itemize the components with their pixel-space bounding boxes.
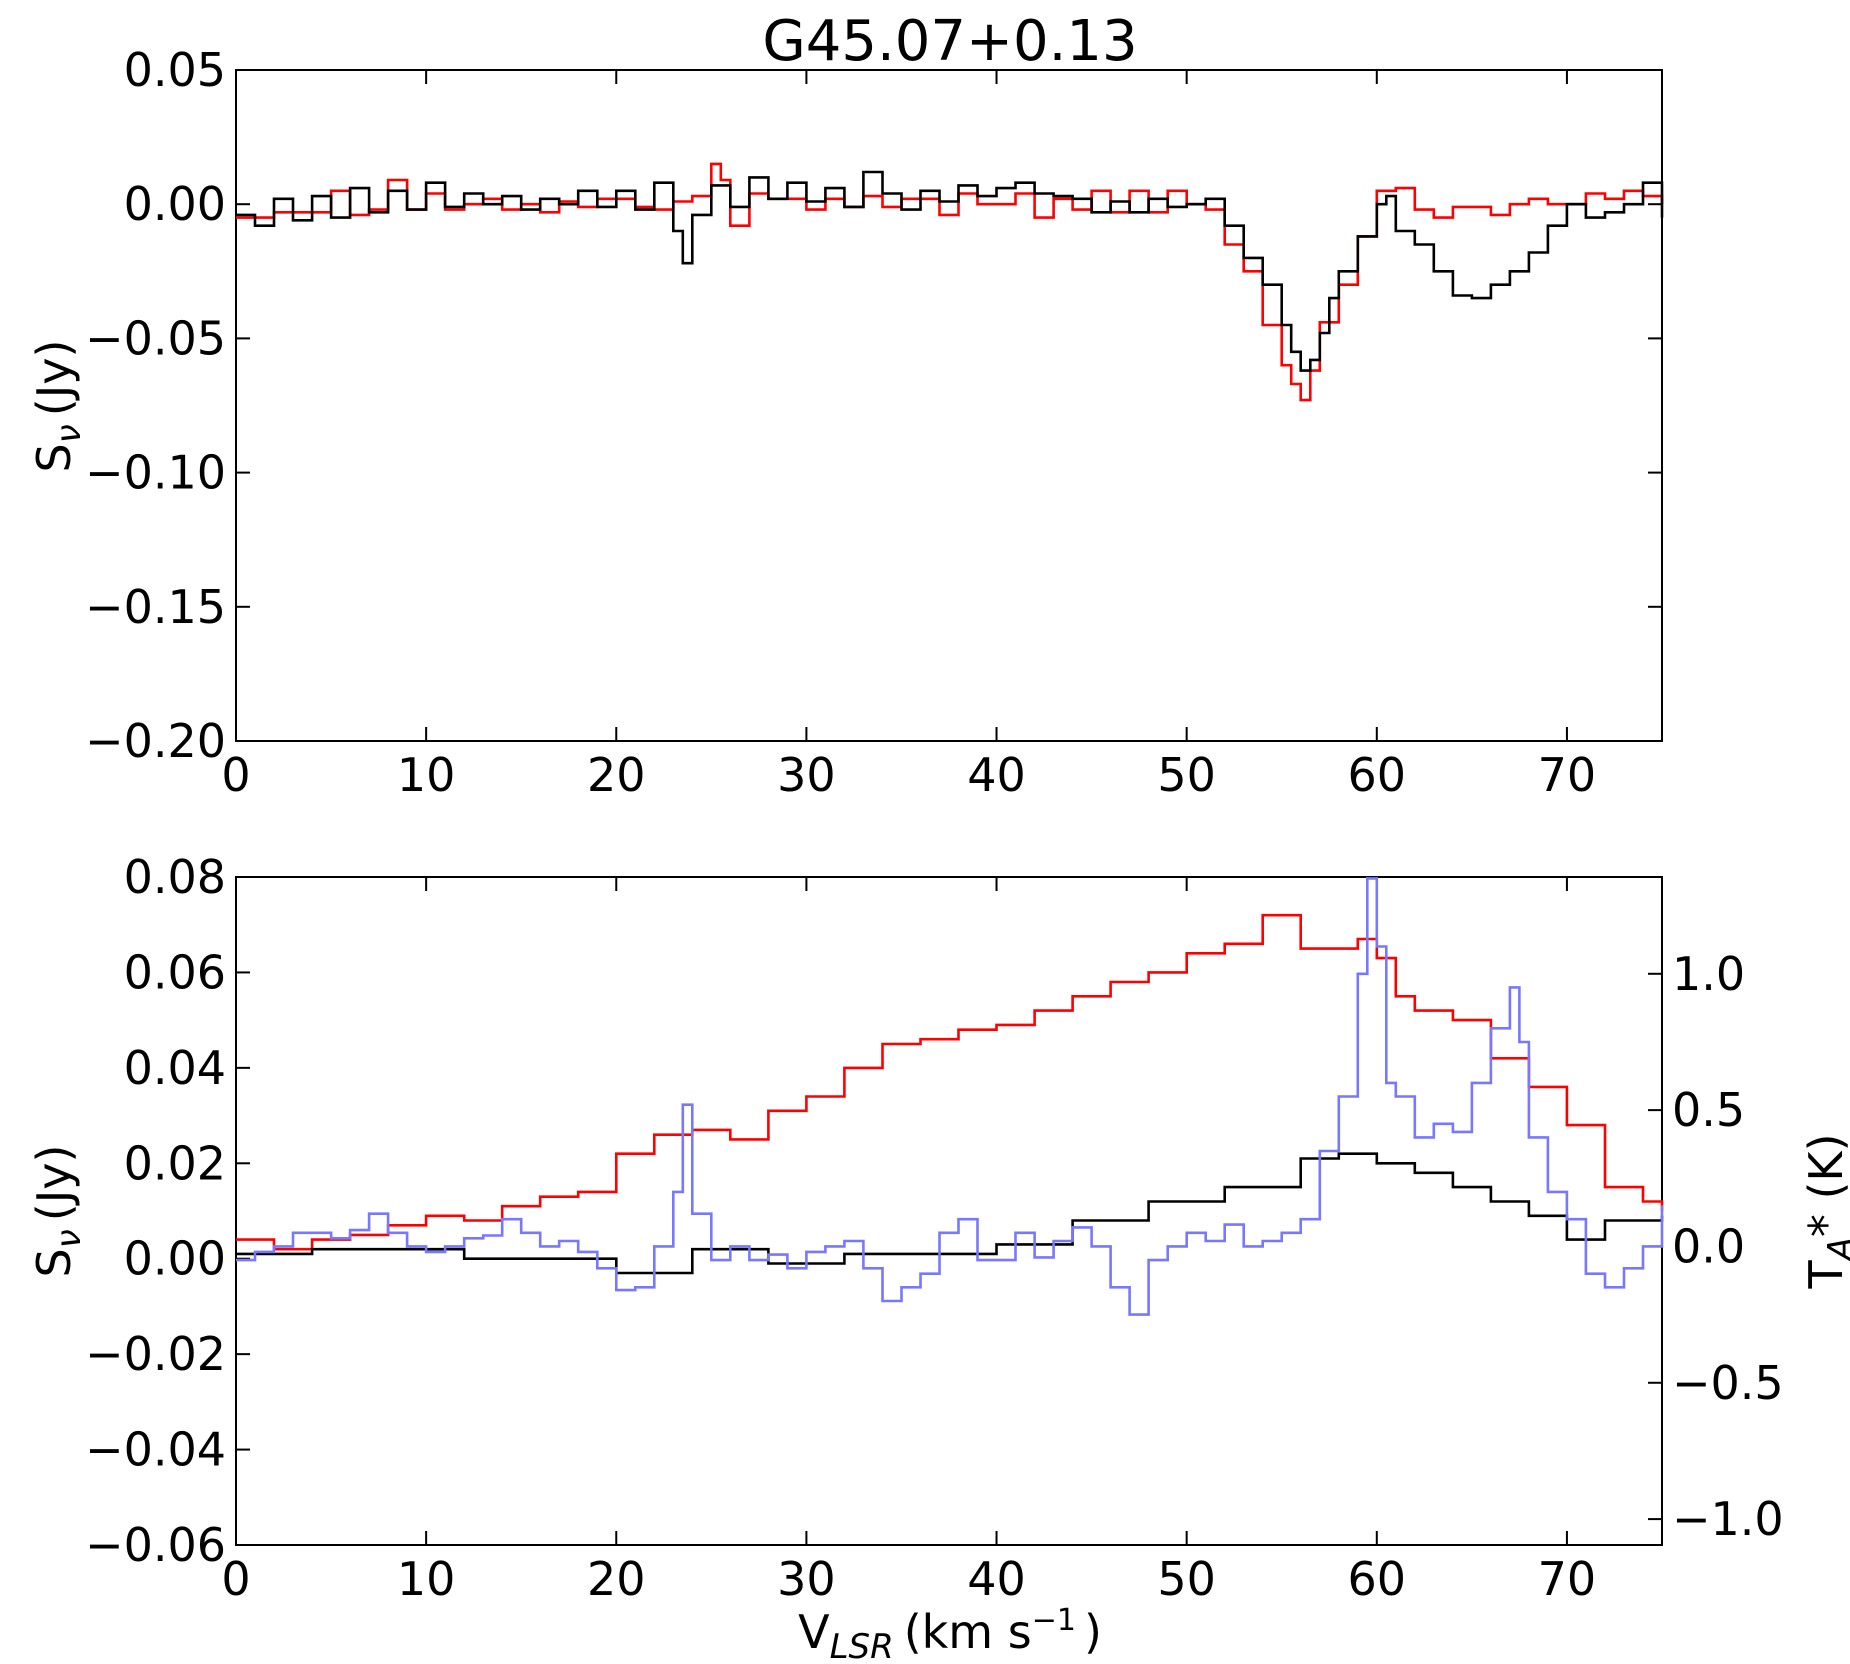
x-tick-label: 0 <box>221 1552 250 1606</box>
top-ticks: 0 10 20 30 40 50 60 70 0.05 0.00 −0.05 −0.10 −0.15 −0… <box>85 43 1662 802</box>
right-y-tick-label: 0.5 <box>1672 1083 1745 1137</box>
y-tick-label: −0.15 <box>85 580 226 634</box>
series-blue-line <box>236 877 1664 1316</box>
x-tick-label: 30 <box>777 748 836 802</box>
x-tick-label: 60 <box>1348 1552 1407 1606</box>
series-red-line <box>236 913 1664 1251</box>
top-series <box>236 162 1664 402</box>
y-tick-label: −0.10 <box>85 446 226 500</box>
x-tick-label: 40 <box>967 748 1026 802</box>
series-red-line <box>236 162 1664 402</box>
x-tick-label: 70 <box>1538 748 1597 802</box>
bottom-series <box>236 877 1664 1316</box>
bottom-y-axis-label: Sν(Jy) <box>27 1145 89 1278</box>
top-panel: 0 10 20 30 40 50 60 70 0.05 0.00 −0.05 −0.10 −0.15 −0… <box>27 43 1664 802</box>
x-tick-label: 20 <box>587 748 646 802</box>
x-tick-label: 50 <box>1157 748 1216 802</box>
top-plot-frame <box>235 69 1663 742</box>
x-tick-label: 60 <box>1348 748 1407 802</box>
x-tick-label: 30 <box>777 1552 836 1606</box>
x-axis-label: VLSR (km s−1) <box>798 1603 1102 1664</box>
y-tick-label: 0.00 <box>124 177 226 231</box>
y-tick-label: 0.06 <box>124 945 226 999</box>
right-y-tick-label: 0.0 <box>1672 1219 1745 1273</box>
series-black-line <box>236 1152 1664 1275</box>
bottom-ticks: 0 10 20 30 40 50 60 70 0.08 0.06 0.04 0.02 0.00 −0.02… <box>85 850 1784 1606</box>
right-y-tick-label: −0.5 <box>1672 1356 1784 1410</box>
y-tick-label: −0.20 <box>85 714 226 768</box>
y-tick-label: −0.06 <box>85 1518 226 1572</box>
y-tick-label: 0.02 <box>124 1136 226 1190</box>
x-tick-label: 50 <box>1157 1552 1216 1606</box>
right-y-tick-label: −1.0 <box>1672 1492 1784 1546</box>
y-tick-label: −0.04 <box>85 1423 226 1477</box>
series-black-line <box>236 170 1664 372</box>
bottom-right-y-axis-label: TA* (K) <box>1799 1133 1850 1289</box>
y-tick-label: −0.05 <box>85 311 226 365</box>
right-y-tick-label: 1.0 <box>1672 947 1745 1001</box>
figure-title: G45.07+0.13 <box>762 9 1137 74</box>
bottom-panel: 0 10 20 30 40 50 60 70 0.08 0.06 0.04 0.02 0.00 −0.02… <box>27 850 1850 1664</box>
top-y-axis-label: Sν(Jy) <box>27 340 89 473</box>
y-tick-label: 0.08 <box>124 850 226 904</box>
x-tick-label: 10 <box>397 748 456 802</box>
x-tick-label: 20 <box>587 1552 646 1606</box>
x-tick-label: 0 <box>221 748 250 802</box>
y-tick-label: −0.02 <box>85 1327 226 1381</box>
y-tick-label: 0.05 <box>124 43 226 97</box>
y-tick-label: 0.00 <box>124 1232 226 1286</box>
y-tick-label: 0.04 <box>124 1041 226 1095</box>
x-tick-label: 40 <box>967 1552 1026 1606</box>
x-tick-label: 70 <box>1538 1552 1597 1606</box>
x-tick-label: 10 <box>397 1552 456 1606</box>
bottom-plot-frame <box>235 876 1663 1546</box>
